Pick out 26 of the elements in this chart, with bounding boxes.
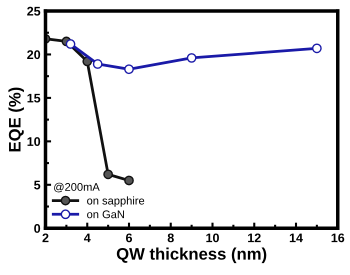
point <box>124 176 134 186</box>
point <box>103 170 113 180</box>
x-tick-label: 10 <box>206 233 219 242</box>
legend-label: on GaN <box>87 210 124 218</box>
x-tick-label: 8 <box>168 233 174 242</box>
x-tick-label: 6 <box>126 233 132 242</box>
y-tick-label: 5 <box>34 180 40 190</box>
y-tick-label: 20 <box>27 50 40 60</box>
x-axis-title: QW thickness (nm) <box>116 248 266 264</box>
point <box>186 53 196 63</box>
legend-title: @200mA <box>54 182 100 192</box>
y-tick-label: 10 <box>28 137 40 146</box>
y-axis-title: EQE (%) <box>8 88 24 152</box>
y-tick-label: 0 <box>34 224 40 233</box>
legend-label: on sapphire <box>87 196 144 207</box>
y-tick-label: 25 <box>27 6 40 16</box>
point <box>92 59 103 69</box>
x-tick-label: 2 <box>42 233 48 242</box>
point <box>312 44 322 54</box>
point <box>124 64 134 74</box>
x-tick-label: 4 <box>84 234 91 242</box>
x-tick-label: 16 <box>332 233 344 242</box>
point <box>66 39 76 49</box>
y-tick-label: 15 <box>28 94 40 103</box>
x-tick-label: 12 <box>248 233 261 242</box>
x-tick-label: 14 <box>290 234 303 242</box>
